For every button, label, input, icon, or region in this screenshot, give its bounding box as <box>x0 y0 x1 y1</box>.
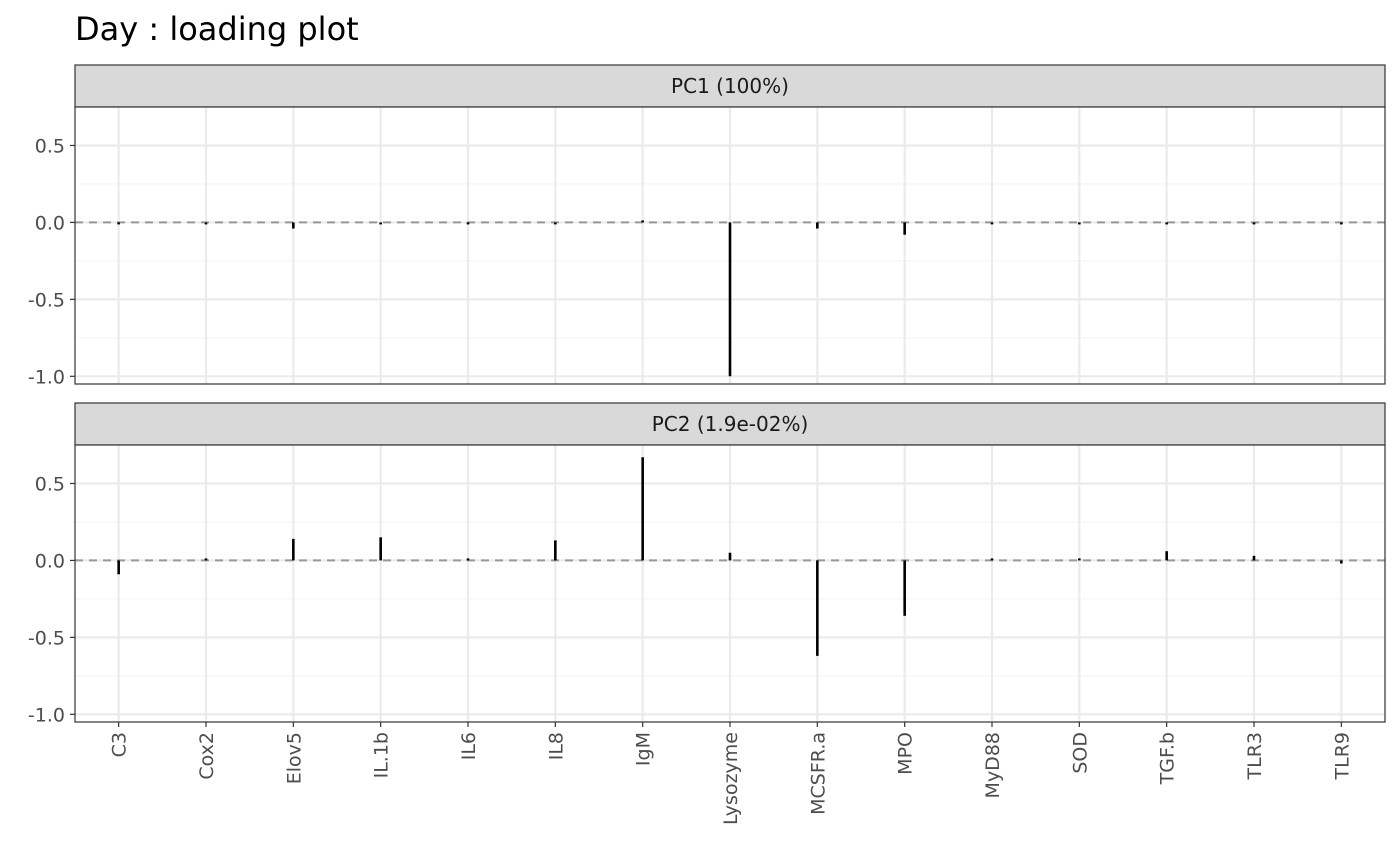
facet-strip-label: PC2 (1.9e-02%) <box>652 412 809 436</box>
y-tick-label: 0.5 <box>35 135 65 157</box>
x-tick-label: SOD <box>1069 732 1091 774</box>
x-tick-label: TLR9 <box>1331 732 1353 780</box>
x-tick-label: MPO <box>895 732 917 775</box>
y-tick-label: -0.5 <box>28 289 65 311</box>
y-tick-label: -1.0 <box>28 704 65 726</box>
facet-strip <box>74 402 1386 446</box>
facet-strip-label: PC1 (100%) <box>671 74 789 98</box>
facet-panel-1: PC1 (100%) 0.5 0.0 -0.5 -1.0 <box>28 64 1386 388</box>
x-tick-label: Cox2 <box>196 732 218 780</box>
facet-strip <box>74 64 1386 108</box>
x-tick-label: IL6 <box>458 732 480 760</box>
x-tick-label: Elov5 <box>283 732 305 784</box>
facet-panels: PC1 (100%) 0.5 0.0 -0.5 -1.0 PC2 (1.9e-02%) 0.… <box>28 64 1386 726</box>
y-tick-label: 0.0 <box>35 212 65 234</box>
x-tick-label: MCSFR.a <box>807 732 829 815</box>
panel-border <box>74 106 1386 385</box>
x-tick-label: TLR3 <box>1244 732 1266 780</box>
x-tick-label: TGF.b <box>1157 732 1179 785</box>
x-tick-label: IgM <box>633 732 655 766</box>
x-tick-label: IL8 <box>545 732 567 760</box>
x-tick-label: C3 <box>109 732 131 757</box>
x-tick-label: Lysozyme <box>720 732 742 825</box>
chart-title: Day : loading plot <box>75 10 359 48</box>
y-tick-label: -1.0 <box>28 366 65 388</box>
y-tick-label: -0.5 <box>28 627 65 649</box>
x-tick-label: MyD88 <box>982 732 1004 798</box>
facet-panel-2: PC2 (1.9e-02%) 0.5 0.0 -0.5 -1.0 <box>28 402 1386 726</box>
x-axis: C3 Cox2 Elov5 IL.1b IL6 IL8 IgM Lysozyme MCSFR.a… <box>109 722 1353 825</box>
x-tick-label: IL.1b <box>371 732 393 778</box>
y-tick-label: 0.5 <box>35 473 65 495</box>
y-tick-label: 0.0 <box>35 550 65 572</box>
